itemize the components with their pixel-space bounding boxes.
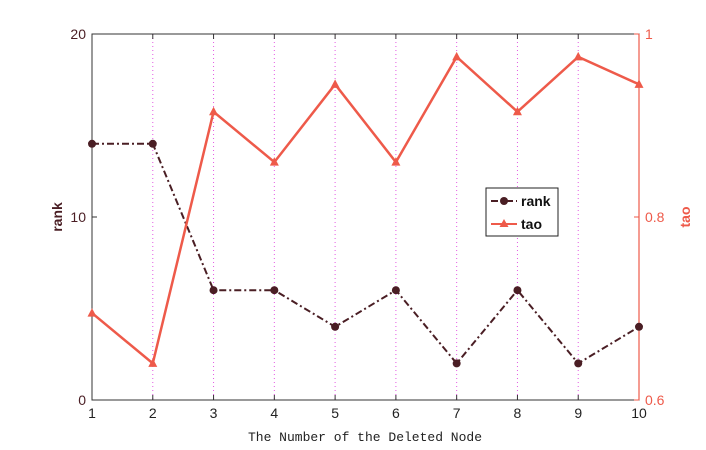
- point-rank: [574, 359, 583, 368]
- x-tick-label: 4: [270, 405, 278, 421]
- x-tick-label: 2: [149, 405, 157, 421]
- x-axis-label: The Number of the Deleted Node: [248, 430, 482, 445]
- point-tao: [573, 51, 583, 61]
- left-tick-label: 10: [70, 209, 86, 225]
- point-rank: [391, 286, 400, 295]
- legend-tao-marker: [499, 219, 509, 227]
- x-tick-label: 10: [631, 405, 647, 421]
- legend-rank-label: rank: [521, 193, 551, 209]
- right-axis-label: tao: [677, 207, 693, 228]
- x-tick-label: 5: [331, 405, 339, 421]
- x-tick-label: 8: [514, 405, 522, 421]
- point-rank: [452, 359, 461, 368]
- point-rank: [209, 286, 218, 295]
- series-line-rank: [92, 142, 640, 365]
- point-rank: [270, 286, 279, 295]
- x-tick-label: 9: [574, 405, 582, 421]
- right-tick-label: 0.8: [645, 209, 665, 225]
- legend-tao-label: tao: [521, 216, 542, 232]
- right-tick-label: 1: [645, 26, 653, 42]
- point-tao: [634, 79, 644, 88]
- right-tick-label: 0.6: [645, 392, 665, 408]
- point-tao: [330, 79, 340, 88]
- legend-rank-marker: [500, 197, 508, 205]
- left-tick-label: 20: [70, 26, 86, 42]
- series-line-tao: [91, 54, 640, 366]
- point-rank: [88, 139, 96, 148]
- point-tao: [391, 157, 401, 166]
- x-tick-label: 7: [453, 405, 461, 421]
- legend: rank tao: [485, 187, 559, 237]
- left-tick-label: 0: [78, 392, 86, 408]
- axis-ticks: [91, 33, 640, 401]
- point-rank: [513, 286, 522, 295]
- x-tick-label: 3: [210, 405, 218, 421]
- point-tao: [269, 157, 279, 166]
- point-tao: [452, 51, 462, 61]
- point-rank: [635, 322, 643, 331]
- point-tao: [512, 106, 522, 116]
- vertical-grid: [152, 34, 579, 400]
- series-lines: [87, 51, 644, 368]
- left-axis-label: rank: [49, 202, 65, 232]
- point-tao: [209, 106, 219, 116]
- point-rank: [148, 139, 157, 148]
- point-tao: [87, 308, 97, 317]
- legend-box: [485, 187, 559, 237]
- x-tick-label: 1: [88, 405, 96, 421]
- x-tick-label: 6: [392, 405, 400, 421]
- point-rank: [331, 322, 340, 331]
- point-tao: [148, 358, 158, 367]
- tick-labels: 1 2 3 4 5 6 7 8 9 10 0 10 20 0.6 0.8 1: [70, 26, 664, 421]
